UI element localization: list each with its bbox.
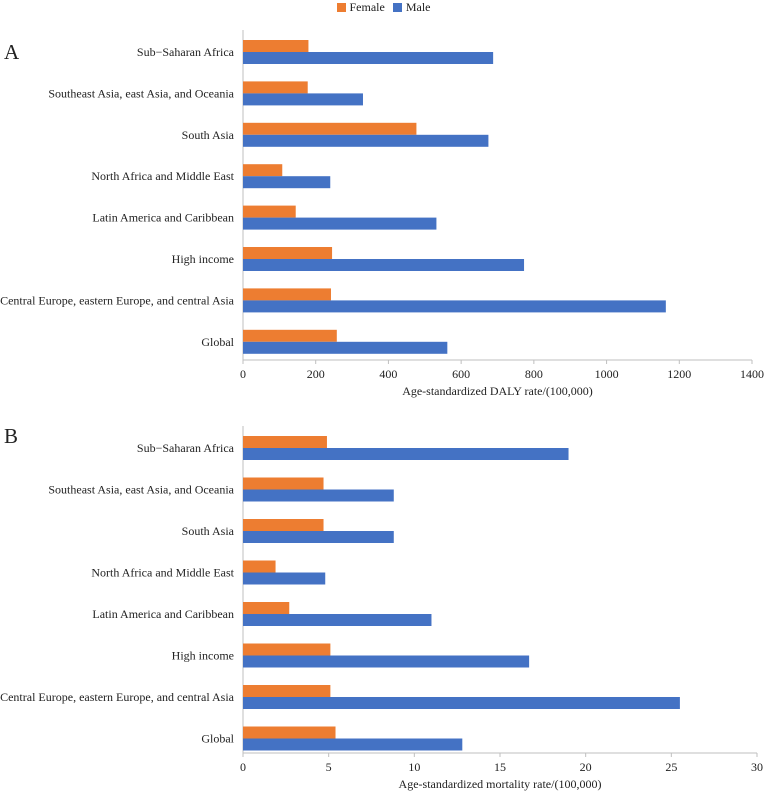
- b-bar-male: [243, 738, 463, 751]
- b-bar-male: [243, 448, 569, 460]
- a-bar-female: [243, 205, 296, 218]
- a-category-label: Sub−Saharan Africa: [137, 45, 235, 59]
- b-x-tick-label: 10: [408, 760, 420, 774]
- a-bar-male: [243, 341, 448, 354]
- chart-a: 0 200 400 600 800 1000 1200 1400 Age-standardize…: [0, 30, 764, 398]
- b-bar-female: [243, 602, 290, 614]
- a-bar-female: [243, 122, 417, 135]
- b-category-label: Global: [201, 732, 234, 746]
- a-category-label: Central Europe, eastern Europe, and cent…: [0, 293, 235, 307]
- b-category-label: Sub−Saharan Africa: [137, 441, 235, 455]
- b-x-tick-label: 30: [751, 760, 763, 774]
- a-category-label: Southeast Asia, east Asia, and Oceania: [48, 86, 234, 100]
- a-x-tick-label: 400: [379, 367, 397, 381]
- a-x-tick-label: 800: [525, 367, 543, 381]
- a-bar-female: [243, 164, 283, 177]
- legend-item-male: Male: [392, 0, 431, 14]
- b-bar-female: [243, 436, 327, 448]
- legend-male-label: Male: [405, 0, 431, 14]
- a-x-tick-label: 1200: [667, 367, 691, 381]
- b-bar-female: [243, 519, 324, 531]
- b-category-label: South Asia: [182, 524, 235, 538]
- b-x-tick-label: 25: [665, 760, 677, 774]
- legend-female-label: Female: [349, 0, 385, 14]
- a-bar-male: [243, 52, 494, 64]
- a-bar-female: [243, 329, 337, 342]
- b-x-tick-label: 15: [494, 760, 506, 774]
- b-bar-female: [243, 726, 336, 739]
- a-bar-male: [243, 217, 437, 230]
- b-bar-female: [243, 560, 276, 573]
- b-x-tick-label: 0: [240, 760, 246, 774]
- legend-item-female: Female: [336, 0, 385, 14]
- a-x-tick-label: 600: [452, 367, 470, 381]
- a-bar-male: [243, 259, 525, 271]
- male-swatch: [392, 2, 402, 12]
- chart-b: 0 5 10 15 20 25 30 Age-standardized mortality r…: [0, 426, 763, 791]
- b-bar-male: [243, 614, 432, 626]
- a-x-tick-label: 0: [240, 367, 246, 381]
- a-category-label: High income: [172, 252, 234, 266]
- a-bar-female: [243, 247, 333, 259]
- a-x-axis-label: Age-standardized DALY rate/(100,000): [402, 384, 593, 398]
- female-swatch: [336, 2, 346, 12]
- b-bar-male: [243, 572, 326, 585]
- b-bar-female: [243, 477, 324, 490]
- a-category-label: North Africa and Middle East: [91, 169, 234, 183]
- a-category-label: South Asia: [182, 128, 235, 142]
- b-category-label: North Africa and Middle East: [91, 566, 234, 580]
- b-x-axis-label: Age-standardized mortality rate/(100,000…: [399, 777, 602, 791]
- a-bar-female: [243, 288, 331, 301]
- a-category-label: Latin America and Caribbean: [92, 211, 234, 225]
- b-bar-male: [243, 531, 394, 543]
- b-bar-male: [243, 655, 530, 668]
- a-bar-female: [243, 40, 309, 52]
- panel-letter-b: B: [4, 424, 19, 448]
- b-category-label: Central Europe, eastern Europe, and cent…: [0, 690, 235, 704]
- b-bar-female: [243, 643, 331, 656]
- a-bar-female: [243, 81, 308, 94]
- legend: Female Male: [0, 0, 767, 14]
- a-x-tick-label: 1400: [740, 367, 764, 381]
- b-bar-male: [243, 697, 680, 709]
- a-x-tick-label: 200: [307, 367, 325, 381]
- a-bar-male: [243, 176, 331, 189]
- b-x-tick-label: 20: [580, 760, 592, 774]
- b-bar-male: [243, 489, 394, 502]
- a-category-label: Global: [201, 335, 234, 349]
- panel-letter-a: A: [4, 40, 20, 64]
- a-bar-male: [243, 134, 489, 147]
- a-bar-male: [243, 300, 666, 313]
- b-bar-female: [243, 685, 331, 697]
- a-bar-male: [243, 93, 363, 106]
- a-x-tick-label: 1000: [595, 367, 619, 381]
- b-category-label: Southeast Asia, east Asia, and Oceania: [48, 483, 234, 497]
- b-category-label: Latin America and Caribbean: [92, 607, 234, 621]
- b-category-label: High income: [172, 649, 234, 663]
- b-x-tick-label: 5: [326, 760, 332, 774]
